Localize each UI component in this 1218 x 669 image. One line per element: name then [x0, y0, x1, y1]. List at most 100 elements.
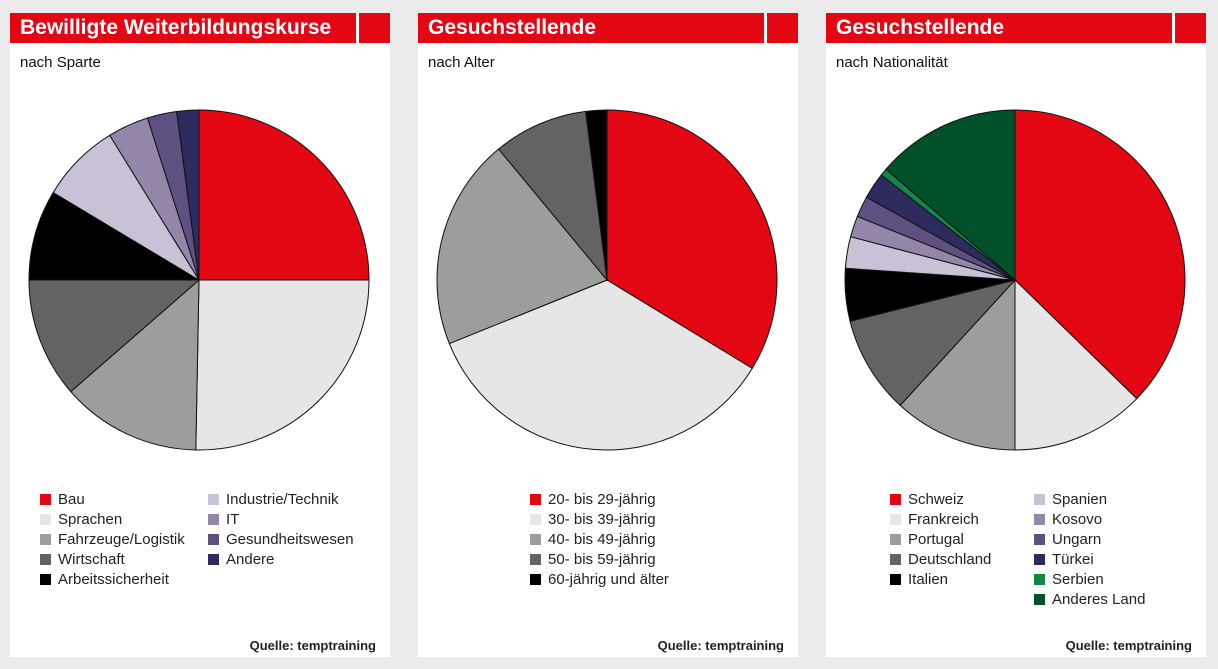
chart-panel: Gesuchstellende nach Alter Quelle: tempt…	[418, 13, 798, 657]
legend-item: Italien	[890, 570, 948, 590]
pie-slice	[1014, 109, 1186, 400]
chart-title: Gesuchstellende	[826, 13, 1172, 43]
legend-swatch	[40, 574, 51, 585]
legend-swatch	[890, 554, 901, 565]
chart-title: Bewilligte Weiterbildungskurse	[10, 13, 356, 43]
legend-swatch	[1034, 534, 1045, 545]
chart-title: Gesuchstellende	[418, 13, 764, 43]
legend-label: Serbien	[1052, 571, 1104, 588]
legend-item: Spanien	[1034, 490, 1107, 510]
pie-slice	[195, 279, 370, 451]
pie-slice	[1014, 278, 1138, 451]
legend-swatch	[40, 514, 51, 525]
legend-swatch	[208, 494, 219, 505]
legend-label: 40- bis 49-jährig	[548, 531, 656, 548]
legend-swatch	[40, 534, 51, 545]
legend-label: 50- bis 59-jährig	[548, 551, 656, 568]
header-square	[359, 13, 390, 43]
legend-swatch	[530, 534, 541, 545]
chart-subtitle: nach Nationalität	[836, 54, 948, 71]
legend-label: 60-jährig und älter	[548, 571, 669, 588]
pie-slice	[70, 278, 200, 451]
pie-slice	[899, 278, 1016, 451]
source-note: Quelle: temptraining	[249, 638, 376, 653]
legend-label: 20- bis 29-jährig	[548, 491, 656, 508]
pie-slice	[585, 109, 608, 281]
legend-swatch	[1034, 594, 1045, 605]
pie-slice	[198, 109, 370, 281]
source-note: Quelle: temptraining	[657, 638, 784, 653]
legend-label: Arbeitssicherheit	[58, 571, 169, 588]
legend-swatch	[890, 514, 901, 525]
legend-item: Arbeitssicherheit	[40, 570, 169, 590]
legend-item: Industrie/Technik	[208, 490, 339, 510]
legend-label: Deutschland	[908, 551, 992, 568]
legend-label: Türkei	[1052, 551, 1094, 568]
legend-label: Sprachen	[58, 511, 123, 528]
legend-item: 40- bis 49-jährig	[530, 530, 656, 550]
pie-chart	[844, 109, 1186, 451]
legend-label: 30- bis 39-jährig	[548, 511, 656, 528]
pie-slice	[885, 109, 1016, 282]
legend-label: Portugal	[908, 531, 964, 548]
legend-swatch	[1034, 554, 1045, 565]
legend-label: Italien	[908, 571, 949, 588]
legend-swatch	[208, 534, 219, 545]
pie-chart	[436, 109, 778, 451]
legend-item: Frankreich	[890, 510, 979, 530]
legend-swatch	[208, 514, 219, 525]
legend-swatch	[530, 494, 541, 505]
legend-swatch	[40, 554, 51, 565]
legend-item: Fahrzeuge/Logistik	[40, 530, 185, 550]
pie-slice	[28, 279, 201, 393]
legend-item: Schweiz	[890, 490, 964, 510]
legend-label: Frankreich	[908, 511, 979, 528]
legend-label: Anderes Land	[1052, 591, 1146, 608]
chart-subtitle: nach Sparte	[20, 54, 101, 71]
legend-item: Anderes Land	[1034, 590, 1145, 610]
legend-item: Kosovo	[1034, 510, 1102, 530]
legend-label: IT	[226, 511, 240, 528]
pie-slice	[606, 109, 778, 370]
legend-swatch	[890, 574, 901, 585]
legend-item: Bau	[40, 490, 85, 510]
legend-item: 20- bis 29-jährig	[530, 490, 656, 510]
chart-panel: Bewilligte Weiterbildungskurse nach Spar…	[10, 13, 390, 657]
legend-swatch	[890, 494, 901, 505]
legend-item: 60-jährig und älter	[530, 570, 669, 590]
legend-item: Gesundheitswesen	[208, 530, 354, 550]
legend-label: Fahrzeuge/Logistik	[58, 531, 185, 548]
legend-item: 30- bis 39-jährig	[530, 510, 656, 530]
pie-slice	[497, 110, 608, 282]
chart-subtitle: nach Alter	[428, 54, 495, 71]
legend-swatch	[530, 514, 541, 525]
pie-chart	[28, 109, 370, 451]
pie-slice	[448, 279, 753, 451]
header-square	[767, 13, 798, 43]
legend-swatch	[530, 554, 541, 565]
legend-label: Kosovo	[1052, 511, 1103, 528]
legend-swatch	[1034, 574, 1045, 585]
legend-label: Spanien	[1052, 491, 1108, 508]
source-note: Quelle: temptraining	[1065, 638, 1192, 653]
legend-item: IT	[208, 510, 239, 530]
legend-swatch	[1034, 494, 1045, 505]
legend-item: 50- bis 59-jährig	[530, 550, 656, 570]
legend-item: Deutschland	[890, 550, 991, 570]
legend-label: Gesundheitswesen	[226, 531, 354, 548]
legend-label: Schweiz	[908, 491, 964, 508]
legend-swatch	[1034, 514, 1045, 525]
legend-item: Wirtschaft	[40, 550, 125, 570]
legend-label: Ungarn	[1052, 531, 1102, 548]
pie-slice	[28, 191, 201, 281]
legend-item: Portugal	[890, 530, 964, 550]
legend-label: Industrie/Technik	[226, 491, 339, 508]
legend-item: Sprachen	[40, 510, 122, 530]
legend-swatch	[40, 494, 51, 505]
legend-item: Ungarn	[1034, 530, 1101, 550]
header-square	[1175, 13, 1206, 43]
legend-label: Bau	[58, 491, 85, 508]
legend-label: Andere	[226, 551, 275, 568]
pie-slice	[436, 148, 608, 345]
legend-item: Andere	[208, 550, 274, 570]
